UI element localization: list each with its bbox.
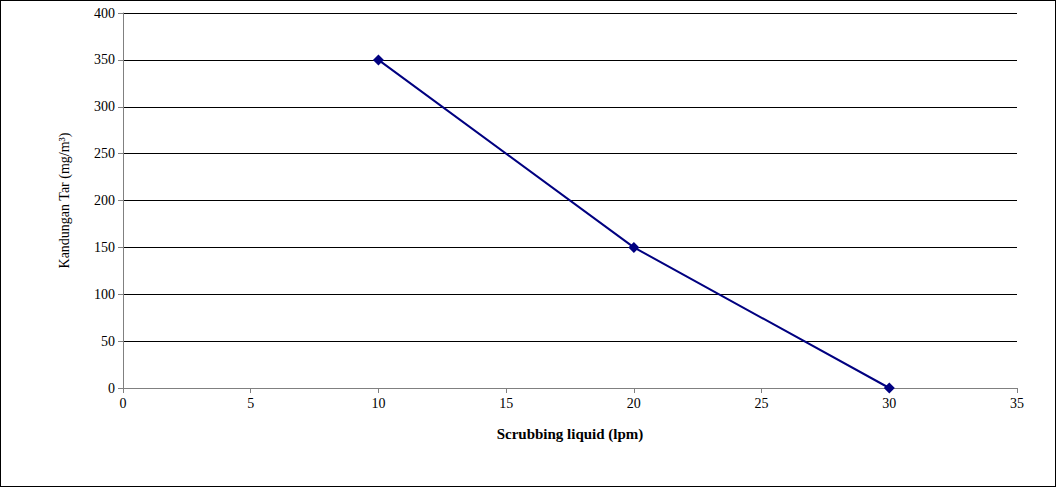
svg-text:0: 0 xyxy=(120,396,127,411)
svg-text:Scrubbing liquid (lpm): Scrubbing liquid (lpm) xyxy=(497,426,644,443)
svg-text:300: 300 xyxy=(94,99,115,114)
svg-text:200: 200 xyxy=(94,193,115,208)
svg-text:50: 50 xyxy=(101,334,115,349)
svg-text:150: 150 xyxy=(94,240,115,255)
svg-text:15: 15 xyxy=(499,396,513,411)
svg-text:350: 350 xyxy=(94,52,115,67)
svg-text:5: 5 xyxy=(247,396,254,411)
svg-text:100: 100 xyxy=(94,287,115,302)
svg-text:Kandungan Tar (mg/m³): Kandungan Tar (mg/m³) xyxy=(57,132,73,268)
svg-text:30: 30 xyxy=(882,396,896,411)
svg-text:400: 400 xyxy=(94,6,115,21)
svg-text:20: 20 xyxy=(627,396,641,411)
svg-text:10: 10 xyxy=(371,396,385,411)
svg-text:25: 25 xyxy=(755,396,769,411)
svg-text:0: 0 xyxy=(108,381,115,396)
svg-text:35: 35 xyxy=(1010,396,1024,411)
svg-text:250: 250 xyxy=(94,146,115,161)
